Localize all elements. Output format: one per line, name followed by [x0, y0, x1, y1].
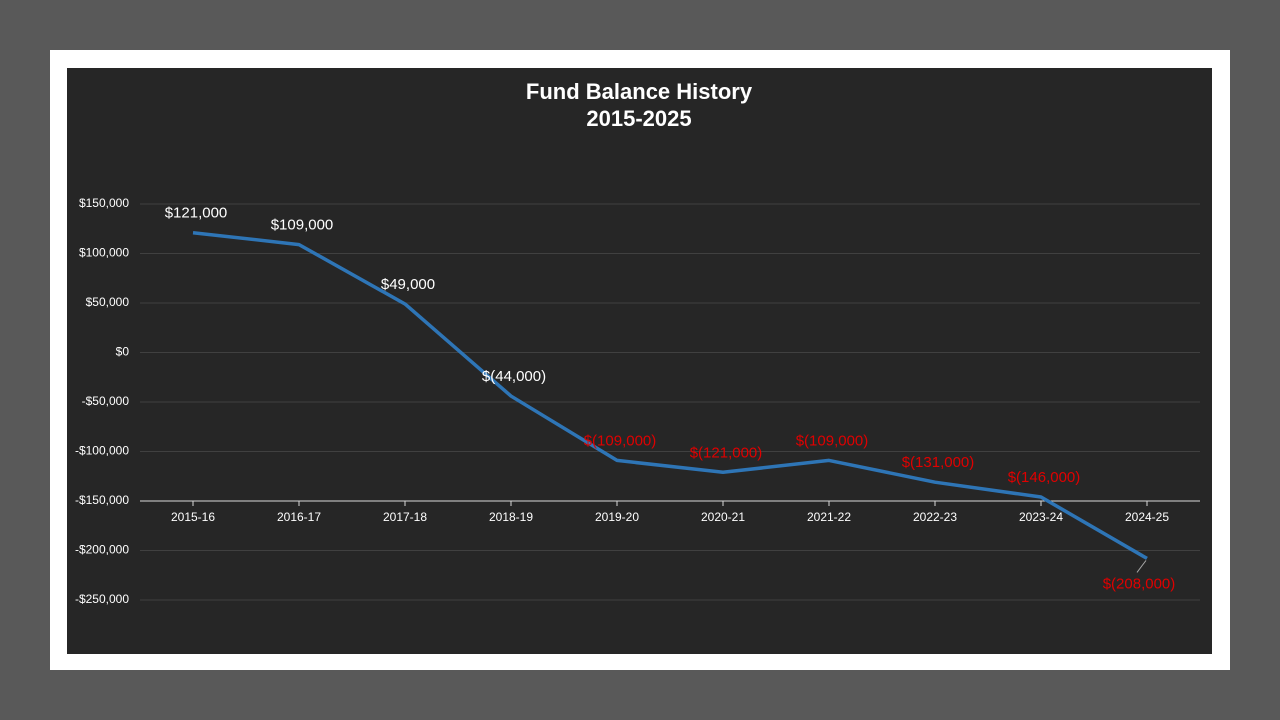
x-tick-label: 2016-17	[277, 510, 321, 524]
leader-line	[1136, 560, 1147, 573]
chart-area	[67, 68, 1212, 654]
y-tick-label: -$200,000	[75, 543, 129, 557]
x-tick-label: 2015-16	[171, 510, 215, 524]
x-tick-label: 2023-24	[1019, 510, 1063, 524]
x-tick-label: 2022-23	[913, 510, 957, 524]
y-tick-label: -$250,000	[75, 592, 129, 606]
data-label: $49,000	[381, 276, 435, 293]
y-tick-label: $100,000	[79, 246, 129, 260]
x-tick-label: 2018-19	[489, 510, 533, 524]
y-tick-label: $0	[116, 345, 130, 359]
data-label: $(109,000)	[796, 432, 869, 449]
x-tick-label: 2020-21	[701, 510, 745, 524]
data-label: $(146,000)	[1008, 469, 1081, 486]
data-label: $(109,000)	[584, 432, 657, 449]
y-tick-label: -$100,000	[75, 444, 129, 458]
data-label: $(208,000)	[1103, 575, 1176, 592]
x-tick-label: 2017-18	[383, 510, 427, 524]
x-tick-label: 2024-25	[1125, 510, 1169, 524]
data-line	[192, 230, 1148, 560]
y-tick-label: $150,000	[79, 196, 129, 210]
x-tick-label: 2021-22	[807, 510, 851, 524]
data-label: $109,000	[271, 217, 334, 234]
y-tick-label: -$50,000	[82, 394, 130, 408]
data-label: $(121,000)	[690, 444, 763, 461]
chart-title: Fund Balance History	[526, 79, 753, 104]
y-tick-label: -$150,000	[75, 493, 129, 507]
x-tick-label: 2019-20	[595, 510, 639, 524]
y-tick-label: $50,000	[86, 295, 130, 309]
data-label: $(44,000)	[482, 368, 546, 385]
chart-subtitle: 2015-2025	[586, 106, 691, 131]
data-label: $121,000	[165, 205, 228, 222]
data-label: $(131,000)	[902, 454, 975, 471]
